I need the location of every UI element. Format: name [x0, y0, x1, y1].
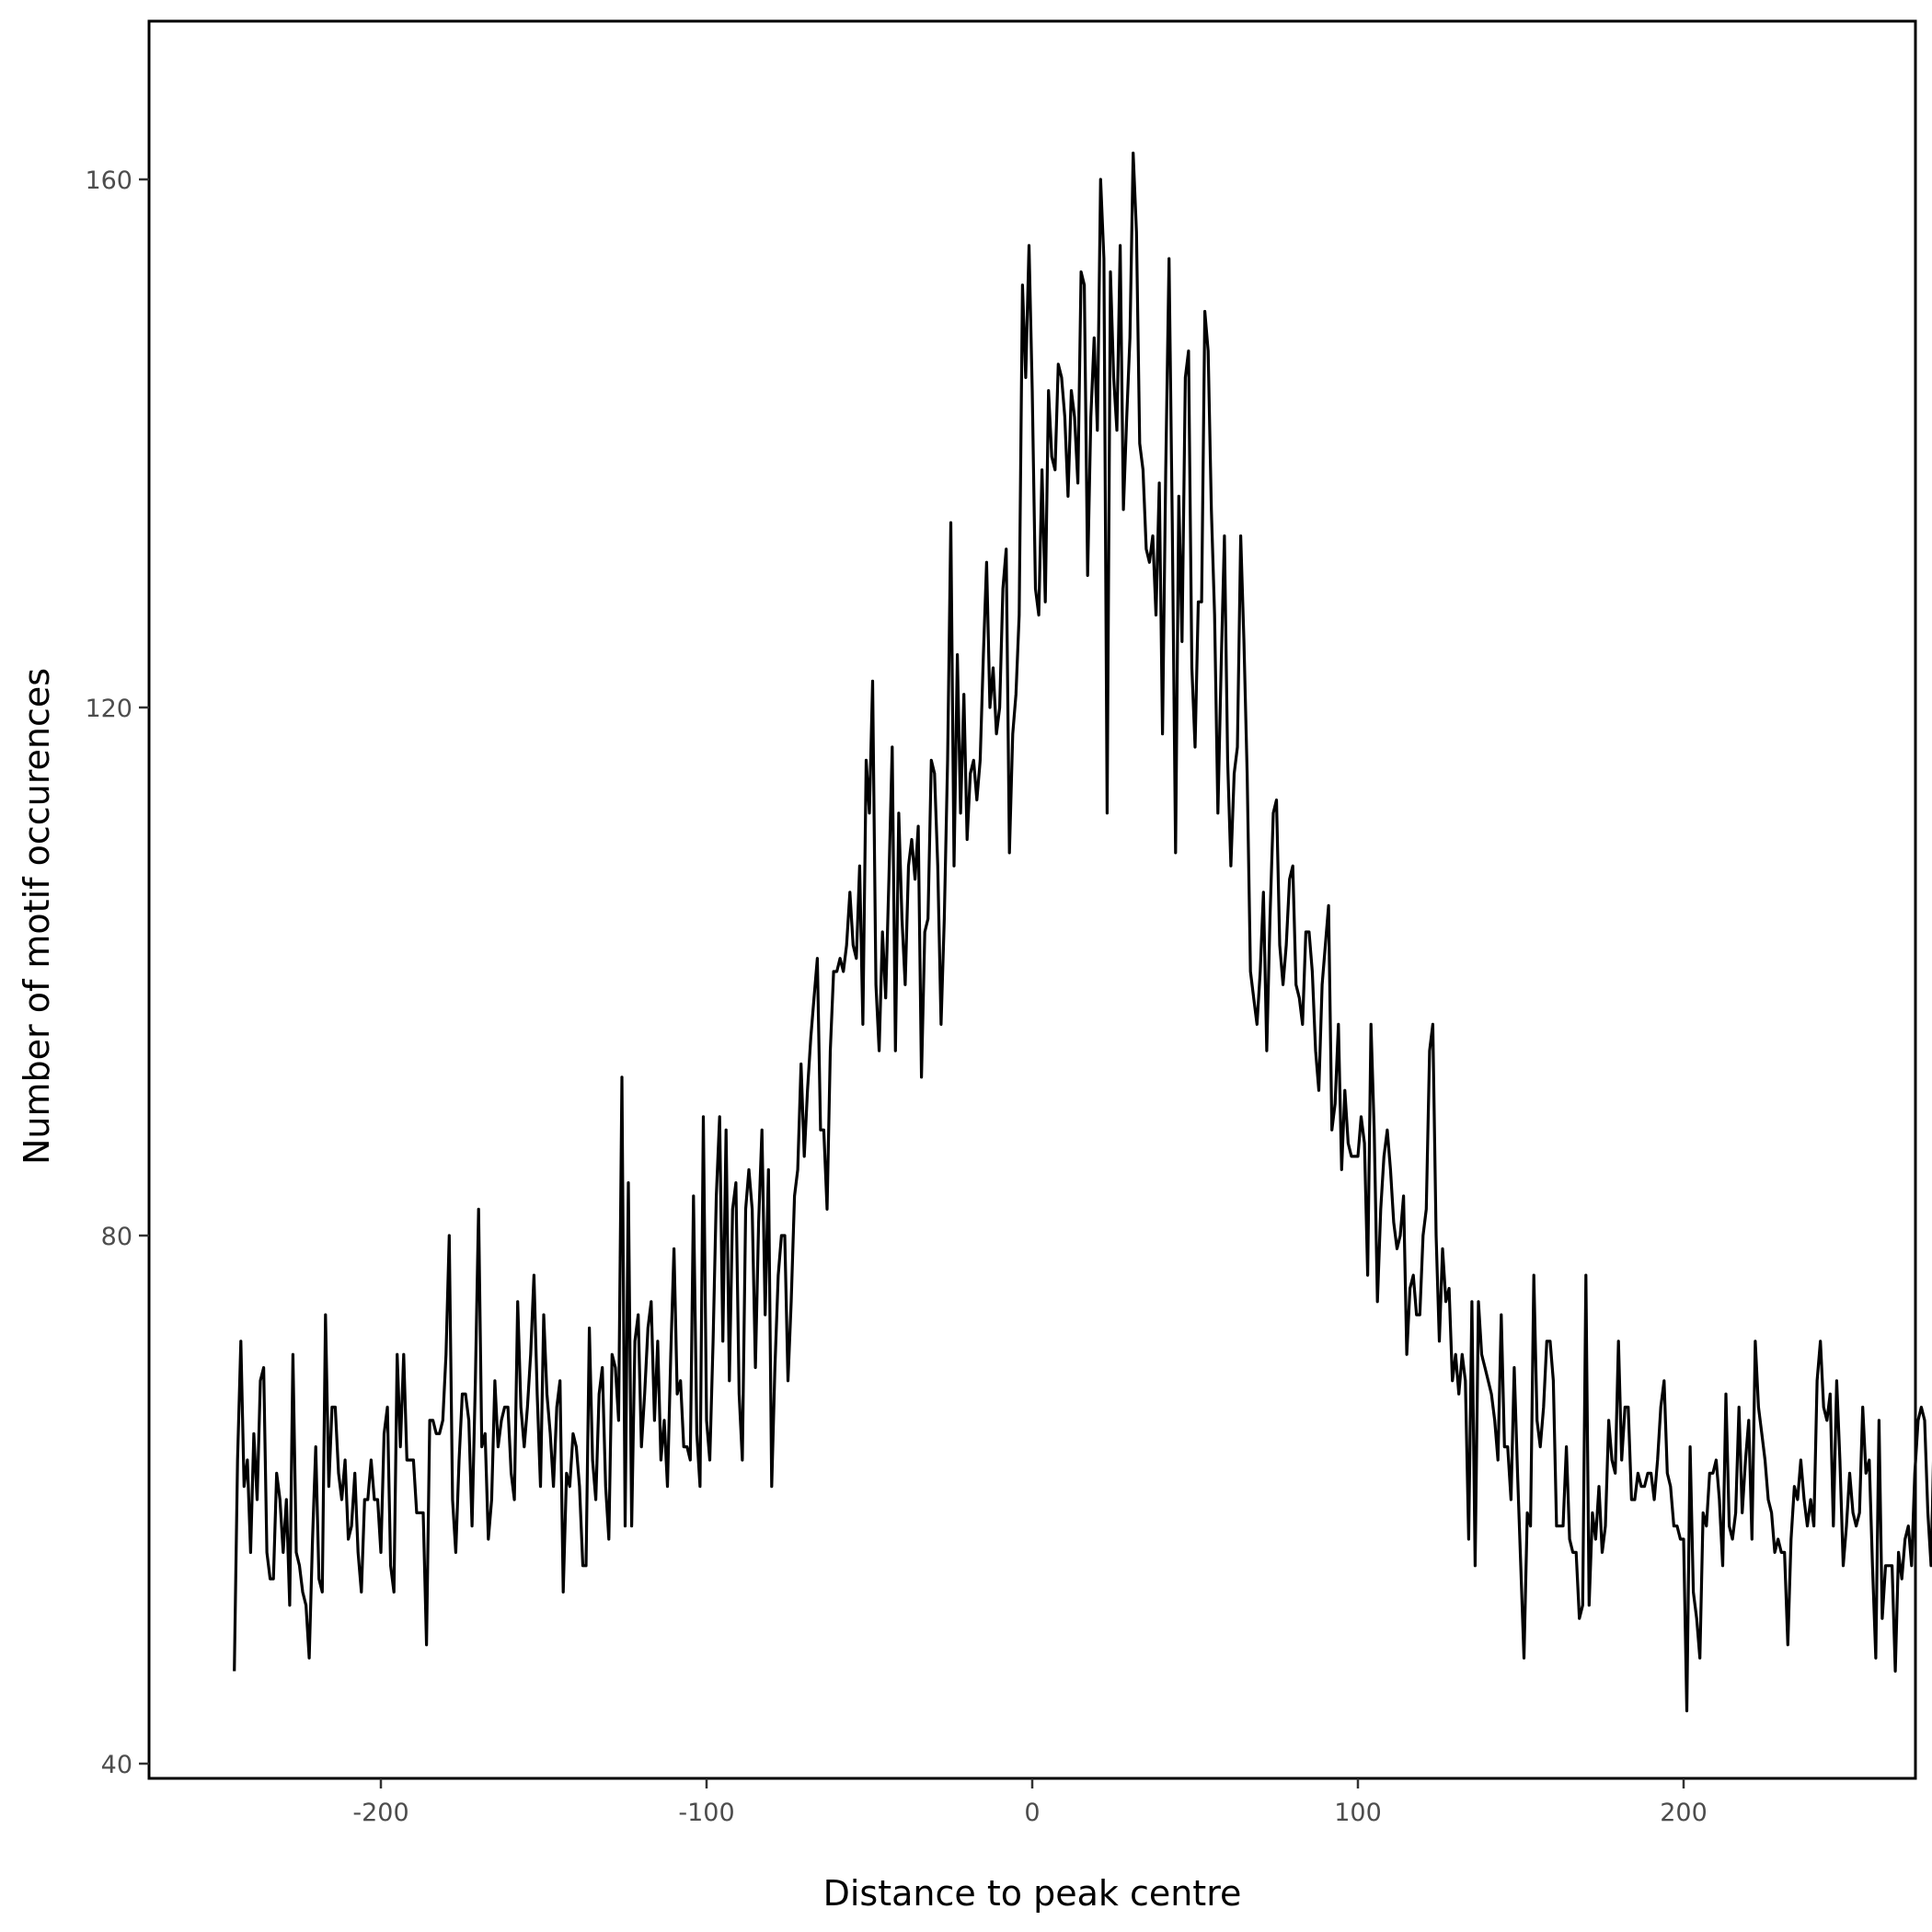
x-tick-label: 0	[1024, 1799, 1040, 1827]
x-axis-title: Distance to peak centre	[823, 1873, 1242, 1914]
y-axis-title: Number of motif occurences	[17, 668, 57, 1165]
x-axis-ticks: -200 -100 0 100 200	[352, 1778, 1708, 1827]
plot-panel	[147, 19, 1917, 1780]
x-tick-label: 100	[1334, 1799, 1382, 1827]
x-tick-label: -200	[352, 1799, 408, 1827]
y-tick-label: 120	[85, 695, 132, 723]
x-tick-label: -100	[678, 1799, 734, 1827]
y-axis-ticks: 40 80 120 160	[85, 167, 149, 1779]
y-tick-label: 160	[85, 167, 132, 195]
y-tick-label: 80	[101, 1223, 132, 1251]
series-line	[233, 151, 1932, 1713]
y-tick-label: 40	[101, 1751, 132, 1779]
x-tick-label: 200	[1660, 1799, 1708, 1827]
